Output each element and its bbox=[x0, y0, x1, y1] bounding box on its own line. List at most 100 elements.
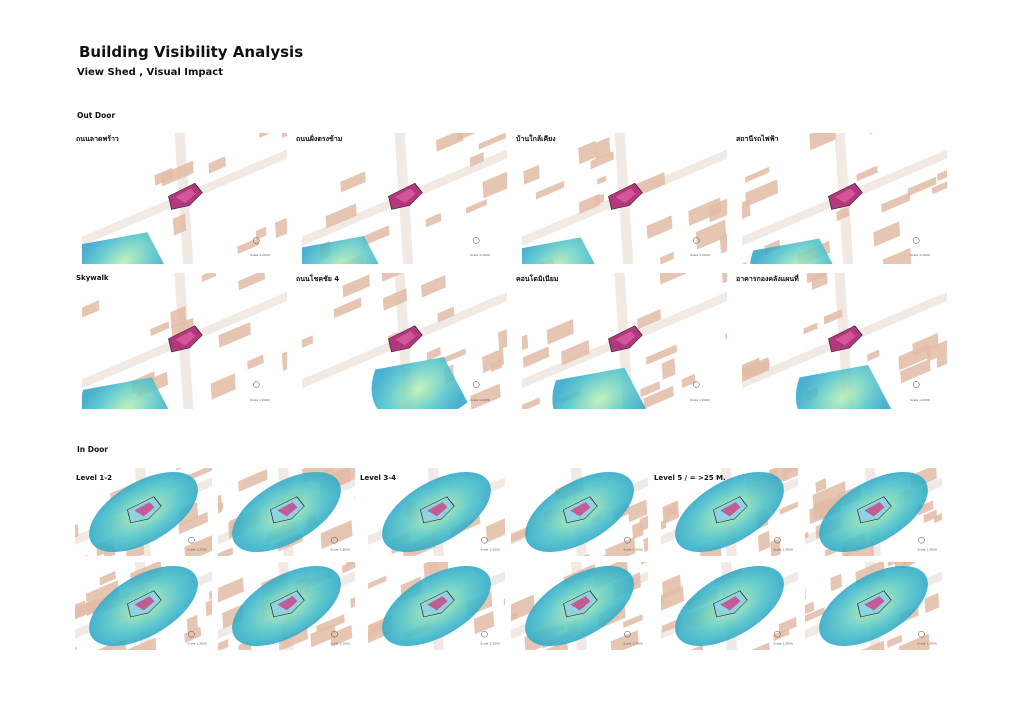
viewshed bbox=[522, 237, 604, 264]
viewshed bbox=[371, 357, 468, 409]
building bbox=[511, 594, 535, 622]
north-arrow bbox=[774, 536, 781, 544]
viewshed bbox=[82, 232, 171, 264]
viewshed bbox=[302, 236, 387, 264]
map bbox=[218, 562, 355, 650]
building bbox=[634, 172, 666, 198]
building bbox=[742, 261, 748, 264]
map bbox=[82, 273, 287, 409]
title: Building Visibility Analysis bbox=[79, 43, 304, 61]
map-panel: Scale 1:2000 bbox=[522, 273, 727, 409]
building bbox=[873, 221, 901, 247]
scale-text: Scale 1:2000 bbox=[690, 253, 710, 257]
target-building bbox=[395, 331, 416, 346]
building bbox=[237, 237, 260, 254]
building bbox=[99, 570, 116, 586]
building bbox=[218, 638, 229, 650]
building bbox=[688, 197, 722, 227]
target-building bbox=[615, 331, 636, 346]
building bbox=[210, 373, 236, 400]
target-building bbox=[277, 596, 298, 611]
scale-text: Scale 1:2000 bbox=[623, 642, 643, 646]
building bbox=[898, 343, 931, 371]
map-panel: Scale 1:2000 bbox=[82, 273, 287, 409]
building bbox=[342, 274, 370, 298]
map-panel: Scale 1:2000 bbox=[522, 133, 727, 264]
north-arrow bbox=[918, 630, 925, 638]
building bbox=[368, 575, 387, 594]
scale-text: Scale 1:2000 bbox=[330, 548, 350, 552]
map bbox=[522, 133, 727, 264]
building bbox=[482, 170, 507, 199]
building bbox=[643, 385, 674, 409]
building bbox=[806, 273, 826, 284]
building bbox=[639, 508, 648, 532]
building bbox=[931, 175, 947, 195]
building bbox=[465, 199, 487, 214]
north-arrow bbox=[693, 237, 700, 244]
scale-text: Scale 1:2000 bbox=[773, 642, 793, 646]
target-building bbox=[175, 331, 196, 346]
target-building bbox=[277, 502, 298, 517]
building bbox=[882, 247, 912, 264]
building bbox=[498, 322, 507, 350]
building bbox=[330, 624, 353, 647]
panel-label: คอนโดมิเนียม bbox=[516, 275, 559, 283]
map-panel: Scale 1:2000 bbox=[82, 133, 287, 264]
building bbox=[470, 383, 501, 409]
building bbox=[340, 171, 366, 193]
building bbox=[578, 140, 597, 165]
scale-text: Scale 1:2000 bbox=[330, 642, 350, 646]
building bbox=[936, 352, 947, 368]
panel-label: สถานีรถไฟฟ้า bbox=[736, 135, 779, 143]
building bbox=[218, 321, 251, 348]
building bbox=[150, 321, 170, 337]
viewshed bbox=[749, 238, 843, 264]
map bbox=[75, 468, 212, 556]
building bbox=[437, 306, 455, 323]
map bbox=[511, 468, 648, 556]
building bbox=[748, 642, 771, 650]
building bbox=[596, 553, 608, 556]
scale-text: Scale 1:2000 bbox=[470, 398, 490, 402]
north-arrow bbox=[188, 536, 195, 544]
building bbox=[350, 590, 355, 609]
north-arrow bbox=[693, 381, 700, 388]
building bbox=[523, 164, 540, 185]
building bbox=[867, 349, 880, 362]
building bbox=[490, 358, 503, 373]
map-panel: Scale 1:2000 bbox=[661, 468, 798, 556]
map bbox=[661, 562, 798, 650]
building bbox=[382, 288, 408, 311]
building bbox=[82, 300, 100, 320]
building bbox=[186, 562, 209, 564]
building bbox=[695, 219, 727, 250]
building bbox=[435, 133, 464, 152]
building bbox=[578, 193, 601, 214]
building bbox=[646, 344, 678, 365]
map bbox=[742, 133, 947, 264]
building bbox=[805, 607, 825, 626]
building bbox=[686, 644, 704, 650]
building bbox=[861, 640, 885, 650]
map bbox=[218, 468, 355, 556]
building bbox=[778, 616, 797, 635]
map-panel: Scale 1:2000 bbox=[661, 562, 798, 650]
group-label: Level 3-4 bbox=[360, 474, 397, 482]
map-panel: Scale 1:2000 bbox=[368, 562, 505, 650]
map bbox=[302, 273, 507, 409]
building bbox=[154, 167, 173, 186]
panel-label: อาคารกองคลังแผนที่ bbox=[736, 275, 799, 283]
building bbox=[823, 308, 843, 325]
building bbox=[205, 596, 212, 617]
building bbox=[898, 633, 930, 650]
scale-text: Scale 1:2000 bbox=[623, 548, 643, 552]
target-building bbox=[835, 331, 856, 346]
building bbox=[900, 358, 931, 384]
map bbox=[82, 133, 287, 264]
scale-text: Scale 1:2000 bbox=[917, 548, 937, 552]
map bbox=[522, 273, 727, 409]
building bbox=[425, 212, 442, 228]
building bbox=[868, 133, 880, 135]
